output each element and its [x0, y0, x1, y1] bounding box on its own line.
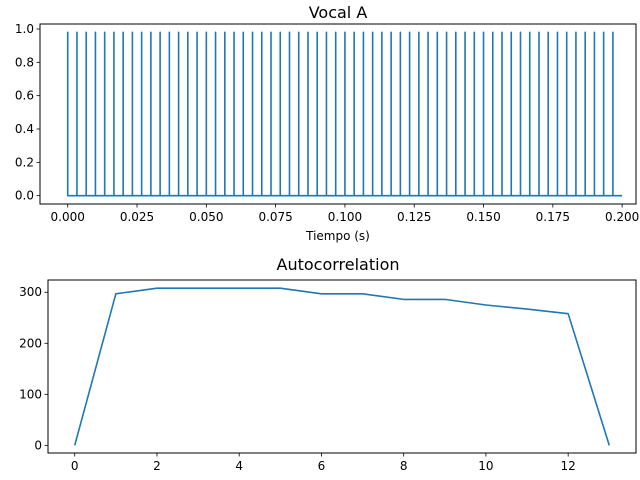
waveform-plot-frame	[39, 23, 637, 205]
waveform-x-tick-label: 0.050	[189, 210, 223, 224]
autocorrelation-x-tick-label: 8	[400, 459, 408, 473]
waveform-x-tick-label: 0.175	[536, 210, 570, 224]
autocorrelation-chart: Autocorrelation 0 2 4 6 8 10 12 0 100 200 300	[19, 255, 637, 473]
autocorrelation-x-axis: 0 2 4 6 8 10 12	[71, 453, 576, 473]
autocorrelation-x-tick-label: 6	[318, 459, 326, 473]
waveform-y-tick-label: 0.0	[15, 189, 34, 203]
waveform-x-tick-label: 0.200	[605, 210, 639, 224]
autocorrelation-y-tick-label: 200	[19, 336, 42, 350]
waveform-x-tick-label: 0.025	[120, 210, 154, 224]
waveform-chart-title: Vocal A	[309, 3, 368, 22]
autocorrelation-series	[73, 287, 611, 446]
waveform-x-tick-label: 0.075	[258, 210, 292, 224]
autocorrelation-plot-frame	[47, 279, 637, 454]
waveform-y-axis: 0.0 0.2 0.4 0.6 0.8 1.0	[15, 22, 40, 203]
waveform-y-tick-label: 0.8	[15, 55, 34, 69]
waveform-y-tick-label: 0.2	[15, 155, 34, 169]
waveform-x-tick-label: 0.000	[51, 210, 85, 224]
waveform-x-tick-label: 0.100	[328, 210, 362, 224]
waveform-x-axis: 0.000 0.025 0.050 0.075 0.100 0.125 0.150 0.175…	[51, 204, 639, 224]
waveform-x-tick-label: 0.150	[466, 210, 500, 224]
waveform-y-tick-label: 0.6	[15, 89, 34, 103]
autocorrelation-y-axis: 0 100 200 300	[19, 285, 48, 452]
autocorrelation-x-tick-label: 2	[153, 459, 161, 473]
waveform-y-tick-label: 1.0	[15, 22, 34, 36]
waveform-y-tick-label: 0.4	[15, 122, 34, 136]
autocorrelation-y-tick-label: 0	[34, 438, 42, 452]
autocorrelation-y-tick-label: 300	[19, 285, 42, 299]
waveform-line	[66, 31, 623, 197]
autocorrelation-x-tick-label: 0	[71, 459, 79, 473]
waveform-x-tick-label: 0.125	[397, 210, 431, 224]
waveform-series	[66, 31, 623, 197]
autocorrelation-chart-title: Autocorrelation	[277, 255, 400, 274]
waveform-x-axis-label: Tiempo (s)	[305, 229, 370, 243]
autocorrelation-x-tick-label: 4	[235, 459, 243, 473]
autocorrelation-y-tick-label: 100	[19, 387, 42, 401]
autocorrelation-x-tick-label: 10	[478, 459, 493, 473]
waveform-chart: Vocal A 0.000 0.025 0.050 0.075 0.100 0.125 0.…	[15, 3, 639, 243]
autocorrelation-line	[73, 287, 611, 446]
autocorrelation-x-tick-label: 12	[561, 459, 576, 473]
